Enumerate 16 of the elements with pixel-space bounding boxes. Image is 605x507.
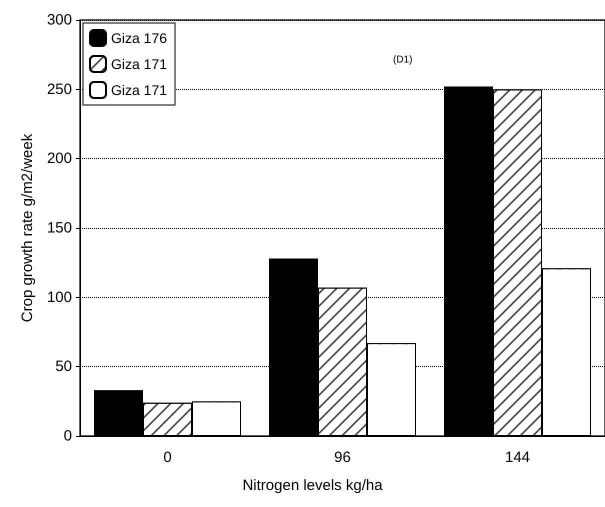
x-tick-label: 144	[504, 449, 530, 466]
y-tick-label: 100	[46, 288, 72, 306]
y-tick-label: 200	[46, 150, 72, 168]
legend-label: Giza 176	[111, 30, 168, 46]
y-axis-title: Crop growth rate g/m2/week	[19, 133, 36, 322]
x-axis-title: Nitrogen levels kg/ha	[242, 477, 384, 494]
y-tick-label: 0	[64, 428, 72, 444]
x-tick-label: 96	[334, 449, 351, 466]
y-tick-label: 150	[46, 220, 72, 236]
y-tick-label: 250	[46, 80, 72, 98]
legend-label: Giza 171	[111, 82, 168, 98]
legend-label: Giza 171	[111, 56, 168, 72]
annotation: (D1)	[393, 54, 412, 66]
x-tick-label: 0	[163, 449, 172, 466]
y-tick-label: 300	[46, 12, 72, 28]
y-tick-label: 50	[55, 358, 72, 376]
